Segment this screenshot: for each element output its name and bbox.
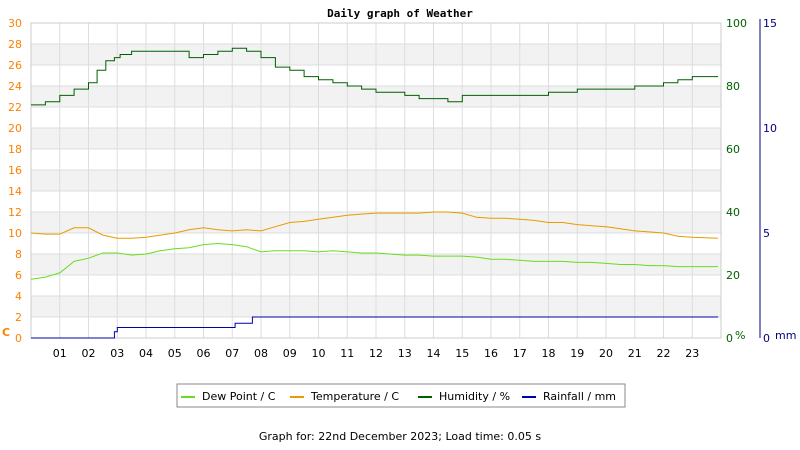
temperature-tick-label: 18: [8, 143, 22, 156]
legend-box: [176, 383, 626, 408]
x-tick-label: 21: [628, 347, 642, 360]
temperature-tick-label: 12: [8, 206, 22, 219]
temperature-tick-label: 10: [8, 227, 22, 240]
rainfall-tick-label: 10: [763, 122, 777, 135]
humidity-tick-label: 100: [726, 17, 747, 30]
rainfall-axis: 0 5 10 15 mm: [759, 17, 796, 345]
temperature-tick-label: 2: [15, 311, 22, 324]
humidity-tick-label: 80: [726, 80, 740, 93]
plot-frame: [30, 22, 722, 339]
humidity-axis: 0 20 40 60 80 100%: [726, 17, 747, 345]
x-tick-label: 15: [455, 347, 469, 360]
temperature-unit-label: C: [2, 326, 10, 339]
x-axis: 01 02 03 04 05 06 07 08 09 10 11 12 13 14 15 16 17 18 19 20…: [53, 347, 700, 360]
temperature-c-line: [30, 211, 719, 239]
legend: Dew Point / C Temperature / C Humidity / %…: [176, 383, 626, 408]
chart-title: Daily graph of Weather: [327, 7, 473, 20]
humidity-line: [31, 47, 719, 106]
x-tick-label: 16: [484, 347, 498, 360]
x-tick-label: 19: [570, 347, 584, 360]
temperature-tick-label: 22: [8, 101, 22, 114]
x-tick-label: 12: [369, 347, 383, 360]
temperature-tick-label: 4: [15, 290, 22, 303]
series-lines: [30, 47, 719, 339]
dew-point-c-legend-label: Dew Point / C: [202, 390, 276, 403]
x-tick-label: 03: [110, 347, 124, 360]
x-tick-label: 22: [657, 347, 671, 360]
temperature-tick-label: 14: [8, 185, 22, 198]
rainfall-unit-label: mm: [775, 329, 796, 342]
temperature-tick-label: 26: [8, 59, 22, 72]
humidity-legend-label: Humidity / %: [439, 390, 510, 403]
temperature-c-legend-label: Temperature / C: [310, 390, 399, 403]
plot-grid: [30, 22, 722, 339]
dew-point-c-line: [30, 242, 719, 280]
rainfall-mm-line: [31, 316, 719, 339]
humidity-tick-label: 60: [726, 143, 740, 156]
x-tick-label: 08: [254, 347, 268, 360]
x-tick-label: 09: [283, 347, 297, 360]
rainfall-tick-label: 15: [763, 17, 777, 30]
graph-footer: Graph for: 22nd December 2023; Load time…: [258, 430, 542, 443]
x-tick-label: 18: [542, 347, 556, 360]
x-tick-label: 23: [685, 347, 699, 360]
x-tick-label: 20: [599, 347, 613, 360]
humidity-unit-label: %: [735, 329, 745, 342]
x-tick-label: 14: [427, 347, 441, 360]
temperature-tick-label: 8: [15, 248, 22, 261]
humidity-tick-label: 0: [726, 332, 733, 345]
temperature-tick-label: 6: [15, 269, 22, 282]
temperature-tick-label: 16: [8, 164, 22, 177]
humidity-tick-label: 20: [726, 269, 740, 282]
x-tick-label: 07: [225, 347, 239, 360]
x-tick-label: 01: [53, 347, 67, 360]
rainfall-tick-label: 0: [763, 332, 770, 345]
humidity-tick-label: 40: [726, 206, 740, 219]
x-tick-label: 10: [312, 347, 326, 360]
x-tick-label: 13: [398, 347, 412, 360]
x-tick-label: 02: [82, 347, 96, 360]
x-tick-label: 05: [168, 347, 182, 360]
temperature-tick-label: 30: [8, 17, 22, 30]
temperature-tick-label: 24: [8, 80, 22, 93]
x-tick-label: 04: [139, 347, 153, 360]
temperature-tick-label: 20: [8, 122, 22, 135]
rainfall-tick-label: 5: [763, 227, 770, 240]
temperature-tick-label: 0: [15, 332, 22, 345]
temperature-tick-label: 28: [8, 38, 22, 51]
rainfall-mm-legend-label: Rainfall / mm: [543, 390, 616, 403]
x-tick-label: 17: [513, 347, 527, 360]
x-tick-label: 06: [197, 347, 211, 360]
x-tick-label: 11: [340, 347, 354, 360]
